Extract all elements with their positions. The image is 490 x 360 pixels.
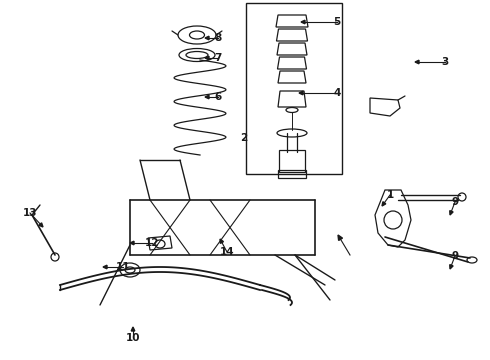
Text: 14: 14 (220, 247, 234, 257)
Text: 12: 12 (145, 238, 159, 248)
Polygon shape (415, 60, 419, 64)
Polygon shape (205, 36, 209, 40)
Text: 10: 10 (126, 333, 140, 343)
Polygon shape (131, 327, 135, 331)
Text: 9: 9 (451, 251, 459, 261)
Text: 13: 13 (23, 208, 37, 218)
Polygon shape (301, 20, 305, 24)
Text: 5: 5 (333, 17, 341, 27)
Polygon shape (338, 235, 343, 240)
Text: 9: 9 (451, 197, 459, 207)
Polygon shape (382, 202, 386, 206)
Text: 1: 1 (387, 190, 393, 200)
Bar (279, 150, 305, 172)
Bar (278, 170, 306, 178)
Text: 2: 2 (241, 133, 247, 143)
Polygon shape (205, 95, 209, 99)
Text: 8: 8 (215, 33, 221, 43)
Text: 7: 7 (214, 53, 221, 63)
Text: 4: 4 (333, 88, 341, 98)
Polygon shape (220, 239, 223, 243)
Text: 3: 3 (441, 57, 449, 67)
Polygon shape (450, 265, 453, 269)
Bar (246, 3, 342, 174)
Text: 6: 6 (215, 92, 221, 102)
Text: 11: 11 (116, 262, 130, 272)
Polygon shape (103, 265, 107, 269)
Polygon shape (39, 223, 43, 227)
Polygon shape (205, 56, 209, 60)
Polygon shape (130, 241, 134, 245)
Polygon shape (299, 91, 303, 95)
Polygon shape (450, 211, 453, 215)
